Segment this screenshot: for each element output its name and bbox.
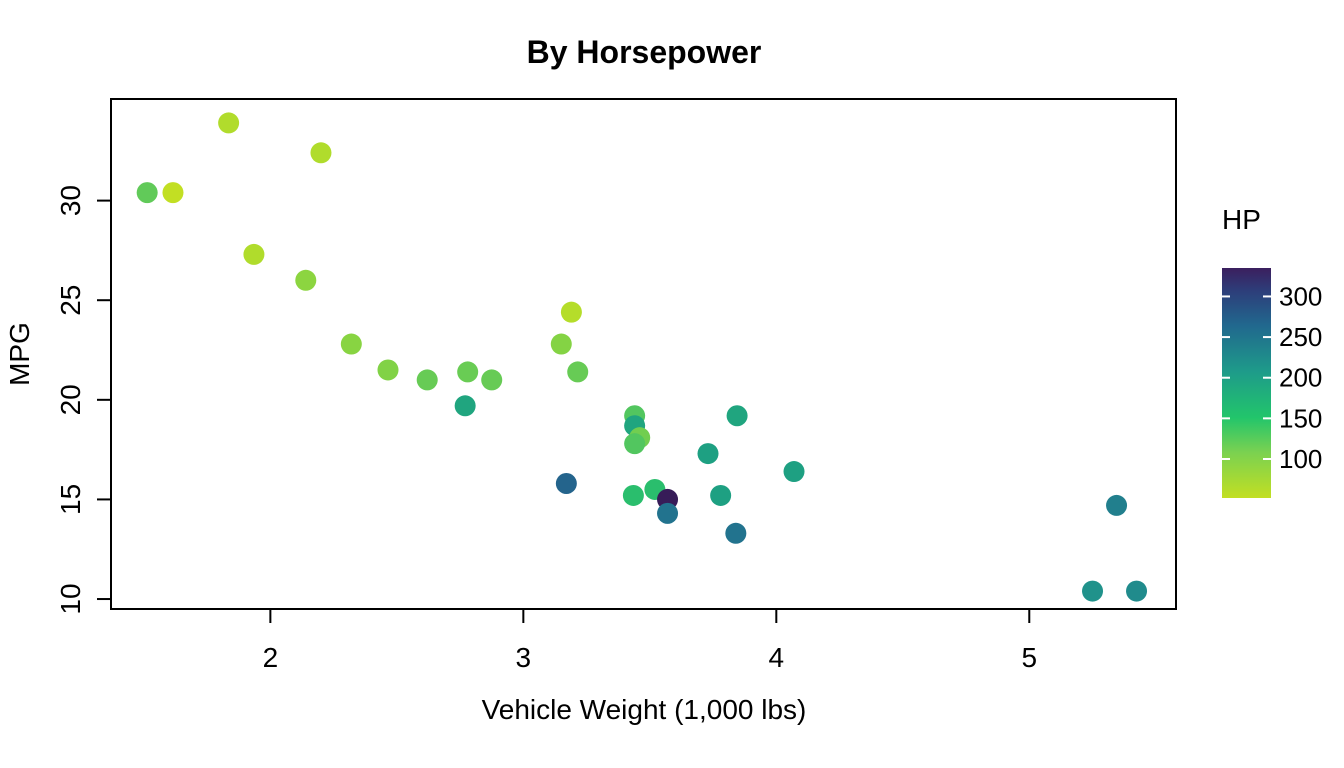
x-axis-label: Vehicle Weight (1,000 lbs) [482, 694, 807, 725]
data-point [1082, 580, 1104, 602]
data-point [243, 243, 265, 265]
color-legend: HP 100 150 200 250 300 [1222, 204, 1322, 498]
chart-title: By Horsepower [527, 34, 762, 70]
data-point [622, 484, 644, 506]
data-point [710, 484, 732, 506]
plot-frame [110, 98, 1177, 610]
data-point [340, 333, 362, 355]
data-points [136, 112, 1148, 602]
data-point [295, 269, 317, 291]
data-point [162, 182, 184, 204]
data-point [218, 112, 240, 134]
data-point [725, 522, 747, 544]
data-point [310, 142, 332, 164]
data-point [377, 359, 399, 381]
data-point [457, 361, 479, 383]
legend-tick-label: 250 [1279, 322, 1322, 352]
data-point [555, 472, 577, 494]
y-tick-label: 10 [55, 583, 86, 614]
x-tick-label: 5 [1021, 642, 1037, 673]
y-tick-label: 20 [55, 384, 86, 415]
data-point [657, 502, 679, 524]
data-point [567, 361, 589, 383]
x-axis: 2 3 4 5 [263, 608, 1037, 673]
data-point [136, 182, 158, 204]
legend-tick-label: 300 [1279, 281, 1322, 311]
legend-tick-label: 150 [1279, 403, 1322, 433]
legend-tick-label: 100 [1279, 444, 1322, 474]
data-point [624, 433, 646, 455]
legend-tick-label: 200 [1279, 363, 1322, 393]
data-point [416, 369, 438, 391]
x-tick-label: 3 [516, 642, 532, 673]
data-point [1126, 580, 1148, 602]
legend-colorbar [1222, 268, 1271, 498]
data-point [454, 395, 476, 417]
y-tick-label: 25 [55, 285, 86, 316]
y-axis: 10 15 20 25 30 [55, 185, 112, 615]
y-tick-label: 30 [55, 185, 86, 216]
x-tick-label: 2 [263, 642, 279, 673]
data-point [697, 443, 719, 465]
data-point [726, 405, 748, 427]
y-tick-label: 15 [55, 484, 86, 515]
data-point [1106, 494, 1128, 516]
data-point [481, 369, 503, 391]
x-tick-label: 4 [769, 642, 785, 673]
data-point [550, 333, 572, 355]
y-axis-label: MPG [4, 322, 35, 386]
legend-title: HP [1222, 204, 1261, 235]
legend-ticks: 100 150 200 250 300 [1222, 281, 1322, 474]
data-point [783, 461, 805, 483]
data-point [560, 301, 582, 323]
